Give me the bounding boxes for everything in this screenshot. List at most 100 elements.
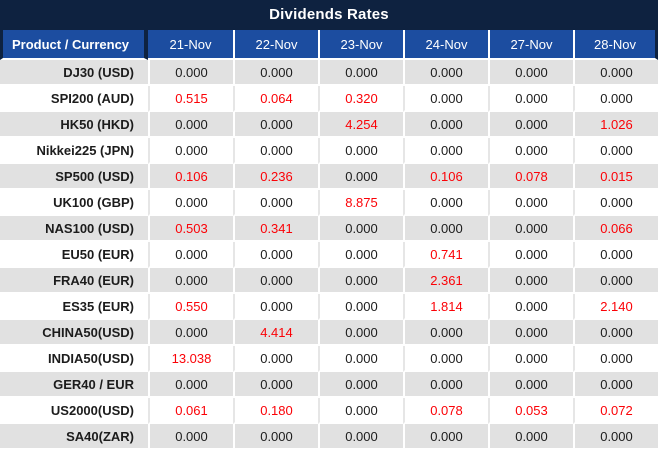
dividend-value: 0.341 [233, 216, 318, 242]
dividend-value: 0.000 [148, 112, 233, 138]
product-name: UK100 (GBP) [0, 190, 148, 216]
dividend-value: 0.000 [233, 424, 318, 448]
dividend-value: 0.000 [148, 424, 233, 448]
dividend-value: 0.000 [403, 60, 488, 86]
dividend-value: 0.000 [488, 86, 573, 112]
dividend-value: 0.000 [148, 242, 233, 268]
table-row: ES35 (EUR) 0.550 0.000 0.000 1.814 0.000 2.140 [0, 294, 658, 320]
dividend-value: 0.000 [573, 242, 658, 268]
dividend-value: 0.503 [148, 216, 233, 242]
table-row: UK100 (GBP) 0.000 0.000 8.875 0.000 0.000 0.00… [0, 190, 658, 216]
product-name: CHINA50(USD) [0, 320, 148, 346]
product-name: ES35 (EUR) [0, 294, 148, 320]
dividend-value: 0.000 [488, 138, 573, 164]
table-row: SA40(ZAR) 0.000 0.000 0.000 0.000 0.000 0.000 [0, 424, 658, 448]
dividend-value: 13.038 [148, 346, 233, 372]
dividend-value: 0.000 [488, 346, 573, 372]
date-column-header: 28-Nov [573, 30, 658, 60]
table-row: FRA40 (EUR) 0.000 0.000 0.000 2.361 0.000 0.00… [0, 268, 658, 294]
dividend-value: 0.000 [233, 190, 318, 216]
product-name: EU50 (EUR) [0, 242, 148, 268]
dividend-value: 0.000 [318, 268, 403, 294]
table-row: GER40 / EUR 0.000 0.000 0.000 0.000 0.000 0.00… [0, 372, 658, 398]
dividend-value: 0.000 [318, 164, 403, 190]
dividend-value: 0.000 [233, 372, 318, 398]
dividend-value: 0.072 [573, 398, 658, 424]
date-column-header: 24-Nov [403, 30, 488, 60]
dividend-value: 4.254 [318, 112, 403, 138]
dividends-rates-table: Product / Currency 21-Nov 22-Nov 23-Nov 24-… [0, 30, 658, 448]
dividend-value: 0.000 [573, 268, 658, 294]
dividend-value: 1.814 [403, 294, 488, 320]
dividend-value: 0.000 [403, 424, 488, 448]
dividend-value: 0.000 [403, 216, 488, 242]
dividend-value: 8.875 [318, 190, 403, 216]
dividend-value: 0.000 [148, 372, 233, 398]
dividend-value: 0.000 [403, 372, 488, 398]
header-row: Product / Currency 21-Nov 22-Nov 23-Nov 24-… [0, 30, 658, 60]
product-name: SA40(ZAR) [66, 428, 134, 444]
dividend-value: 0.078 [403, 398, 488, 424]
dividend-value: 0.000 [318, 216, 403, 242]
table-row: SPI200 (AUD) 0.515 0.064 0.320 0.000 0.000 0.0… [0, 86, 658, 112]
dividend-value: 0.106 [403, 164, 488, 190]
dividend-value: 0.000 [573, 424, 658, 448]
dividend-value: 0.000 [233, 294, 318, 320]
dividend-value: 0.000 [318, 346, 403, 372]
dividend-value: 0.064 [233, 86, 318, 112]
product-name: DJ30 (USD) [0, 60, 148, 86]
dividend-value: 0.000 [403, 320, 488, 346]
dividend-value: 0.000 [488, 268, 573, 294]
dividend-value: 0.000 [488, 294, 573, 320]
dividend-value: 0.000 [233, 60, 318, 86]
dividend-value: 0.000 [318, 60, 403, 86]
dividend-value: 0.000 [403, 138, 488, 164]
dividend-value: 0.741 [403, 242, 488, 268]
dividend-value: 0.000 [233, 268, 318, 294]
dividend-value: 4.414 [233, 320, 318, 346]
dividend-value: 0.000 [488, 242, 573, 268]
dividend-value: 0.180 [233, 398, 318, 424]
product-name: INDIA50(USD) [0, 346, 148, 372]
table-row: Nikkei225 (JPN) 0.000 0.000 0.000 0.000 0.000… [0, 138, 658, 164]
dividend-value: 0.000 [148, 138, 233, 164]
dividend-value: 0.000 [403, 190, 488, 216]
dividend-value: 0.550 [148, 294, 233, 320]
dividend-value: 0.000 [403, 86, 488, 112]
dividend-value: 1.026 [573, 112, 658, 138]
dividend-value: 0.053 [488, 398, 573, 424]
dividend-value: 0.000 [318, 138, 403, 164]
product-name: SPI200 (AUD) [0, 86, 148, 112]
dividend-value: 0.000 [148, 60, 233, 86]
dividend-value: 0.000 [318, 294, 403, 320]
date-column-header: 27-Nov [488, 30, 573, 60]
table-body: DJ30 (USD) 0.000 0.000 0.000 0.000 0.000 0.000… [0, 60, 658, 448]
dividend-value: 0.000 [318, 320, 403, 346]
table-row: CHINA50(USD) 0.000 4.414 0.000 0.000 0.000 0.0… [0, 320, 658, 346]
dividend-value: 0.320 [318, 86, 403, 112]
dividend-value: 0.106 [148, 164, 233, 190]
dividend-value: 0.000 [148, 320, 233, 346]
table-row: HK50 (HKD) 0.000 0.000 4.254 0.000 0.000 1.026 [0, 112, 658, 138]
dividend-value: 0.000 [148, 268, 233, 294]
date-column-header: 22-Nov [233, 30, 318, 60]
dividend-value: 0.000 [233, 346, 318, 372]
dividend-value: 0.000 [573, 372, 658, 398]
product-name: FRA40 (EUR) [0, 268, 148, 294]
dividend-value: 0.000 [233, 242, 318, 268]
table-row: INDIA50(USD) 13.038 0.000 0.000 0.000 0.000 0.… [0, 346, 658, 372]
product-name: NAS100 (USD) [0, 216, 148, 242]
dividend-value: 0.061 [148, 398, 233, 424]
date-column-header: 23-Nov [318, 30, 403, 60]
dividend-value: 0.000 [488, 60, 573, 86]
table-row: EU50 (EUR) 0.000 0.000 0.000 0.741 0.000 0.000 [0, 242, 658, 268]
dividend-value: 0.066 [573, 216, 658, 242]
product-name: HK50 (HKD) [0, 112, 148, 138]
dividend-value: 0.000 [488, 112, 573, 138]
dividend-value: 0.000 [573, 60, 658, 86]
dividend-value: 0.236 [233, 164, 318, 190]
dividend-value: 0.000 [318, 372, 403, 398]
dividend-value: 0.000 [488, 320, 573, 346]
dividend-value: 0.000 [318, 398, 403, 424]
